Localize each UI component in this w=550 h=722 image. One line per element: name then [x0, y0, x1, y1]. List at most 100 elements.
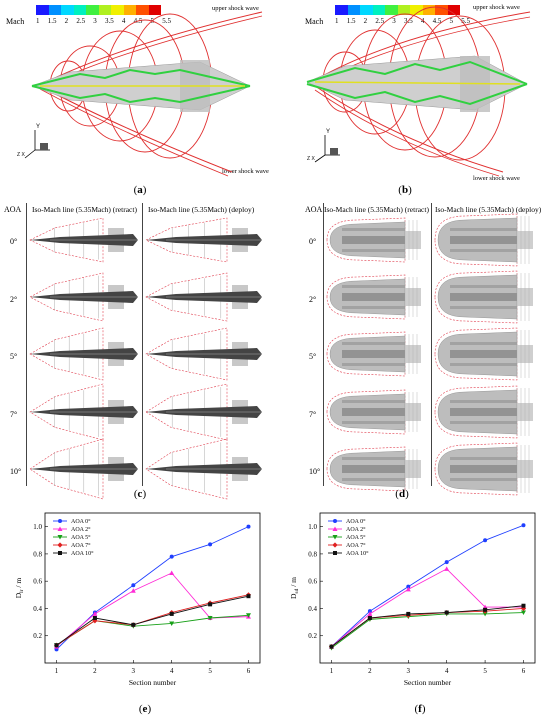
- legend-entry: AOA 5°: [328, 534, 366, 541]
- colorbar-seg: [347, 5, 360, 15]
- panel-label-b: (b): [398, 184, 412, 196]
- colorbar-tick: 2.5: [76, 17, 86, 25]
- y-tick-label: 0.6: [33, 578, 42, 586]
- iso-mach-cell: [434, 327, 533, 381]
- data-point: [131, 622, 136, 627]
- series: [54, 570, 251, 649]
- data-point: [405, 586, 411, 592]
- body-band: [342, 342, 405, 345]
- legend-label: AOA 10°: [346, 550, 369, 557]
- series-line: [331, 608, 524, 647]
- colorbar-seg: [123, 5, 136, 15]
- colorbar-tick: 3.5: [104, 17, 114, 25]
- data-point: [367, 616, 372, 620]
- iso-mach-envelope: [326, 274, 406, 320]
- body-band: [450, 306, 517, 309]
- series: [329, 610, 526, 651]
- y-tick-label: 0.4: [33, 605, 42, 613]
- body-band: [450, 465, 517, 473]
- colorbar-seg: [372, 5, 385, 15]
- data-point: [332, 526, 338, 531]
- data-point: [54, 643, 59, 648]
- body-band: [342, 249, 405, 252]
- data-point: [329, 644, 334, 649]
- colorbar-tick: 4: [420, 17, 425, 25]
- upper-shock-label: upper shock wave: [212, 5, 259, 12]
- iso-mach-cell: [326, 274, 421, 320]
- legend-entry: AOA 7°: [328, 542, 366, 549]
- chart-e: 1 2 3 4 5 6 0.2 0.4 0.6 0.8 1.0 Section number Dlr /…: [14, 512, 261, 687]
- lower-shock-label: lower shock wave: [473, 175, 520, 182]
- data-point: [444, 560, 449, 565]
- panel-d: AOA Iso-Mach line (5.35Mach) (retract) I…: [275, 200, 550, 500]
- legend-entry: AOA 0°: [53, 518, 91, 525]
- data-point: [169, 554, 174, 559]
- divider: [431, 203, 432, 486]
- x-axis-label: Section number: [404, 678, 452, 687]
- x-tick-label: 5: [483, 667, 487, 675]
- body-band: [450, 350, 517, 358]
- iso-mach-cell: [434, 442, 533, 496]
- colorbar-tick: 1: [335, 17, 339, 25]
- body-band: [450, 408, 517, 416]
- flow-field-a: Y Z X: [17, 11, 263, 177]
- data-point: [444, 610, 449, 615]
- col-deploy-header: Iso-Mach line (5.35Mach) (deploy): [148, 205, 255, 214]
- colorbar-tick: 4: [121, 17, 126, 25]
- aoa-label: 0°: [10, 237, 18, 246]
- body-band: [342, 285, 405, 288]
- iso-mach-envelope: [29, 272, 104, 322]
- colorbar-title: Mach: [6, 17, 25, 26]
- data-point: [246, 594, 251, 599]
- body-band: [342, 465, 405, 473]
- body-band: [342, 228, 405, 231]
- colorbar-seg: [435, 5, 448, 15]
- colorbar-tick: 3: [392, 17, 396, 25]
- panel-b: Mach 1 1.5 2 2.5 3 3.5 4 4.5 5 5.5 upper…: [275, 0, 550, 200]
- data-point: [520, 610, 526, 616]
- axis-zx-a: Z X: [17, 152, 25, 158]
- iso-mach-grid-d: [326, 213, 533, 496]
- axis-y-a: Y: [36, 124, 40, 130]
- body-band: [342, 306, 405, 309]
- series-line: [331, 605, 524, 647]
- x-axis-label: Section number: [129, 678, 177, 687]
- body-band: [450, 478, 517, 481]
- iso-mach-envelope: [326, 217, 406, 263]
- data-point: [92, 611, 98, 616]
- iso-mach-envelope: [326, 331, 406, 377]
- x-tick-label: 6: [247, 667, 251, 675]
- aoa-header: AOA: [4, 205, 22, 214]
- plot-frame: [44, 512, 261, 664]
- body-band: [342, 457, 405, 460]
- colorbar-tick: 1.5: [346, 17, 356, 25]
- colorbar-tick: 5.5: [162, 17, 171, 25]
- iso-mach-envelope: [434, 385, 518, 439]
- colorbar-seg: [335, 5, 348, 15]
- colorbar-seg: [86, 5, 99, 15]
- legend-label: AOA 7°: [71, 542, 91, 549]
- colorbar-tick: 5: [449, 17, 454, 25]
- series: [329, 523, 526, 649]
- data-point: [92, 616, 97, 620]
- colorbar-seg: [36, 5, 49, 15]
- colorbar-a: [36, 5, 161, 15]
- data-point: [406, 611, 411, 616]
- iso-mach-cell: [145, 327, 262, 381]
- iso-mach-envelope: [326, 446, 406, 492]
- upper-shock-label: upper shock wave: [473, 4, 520, 11]
- data-point: [482, 611, 488, 617]
- iso-mach-cell: [29, 272, 138, 322]
- iso-mach-cell: [326, 389, 421, 435]
- y-tick-label: 1.0: [33, 523, 42, 531]
- colorbar-seg: [447, 5, 460, 15]
- body-band: [342, 350, 405, 358]
- data-point: [208, 602, 213, 607]
- iso-mach-cell: [29, 383, 138, 441]
- axis-zx-b: Z X: [307, 156, 315, 162]
- series-line: [56, 595, 249, 646]
- aoa-label: 5°: [309, 352, 317, 361]
- chart-f: 1 2 3 4 5 6 0.2 0.4 0.6 0.8 1.0 Section number Dsd /…: [289, 512, 536, 687]
- body-band: [342, 421, 405, 424]
- iso-mach-cell: [434, 385, 533, 439]
